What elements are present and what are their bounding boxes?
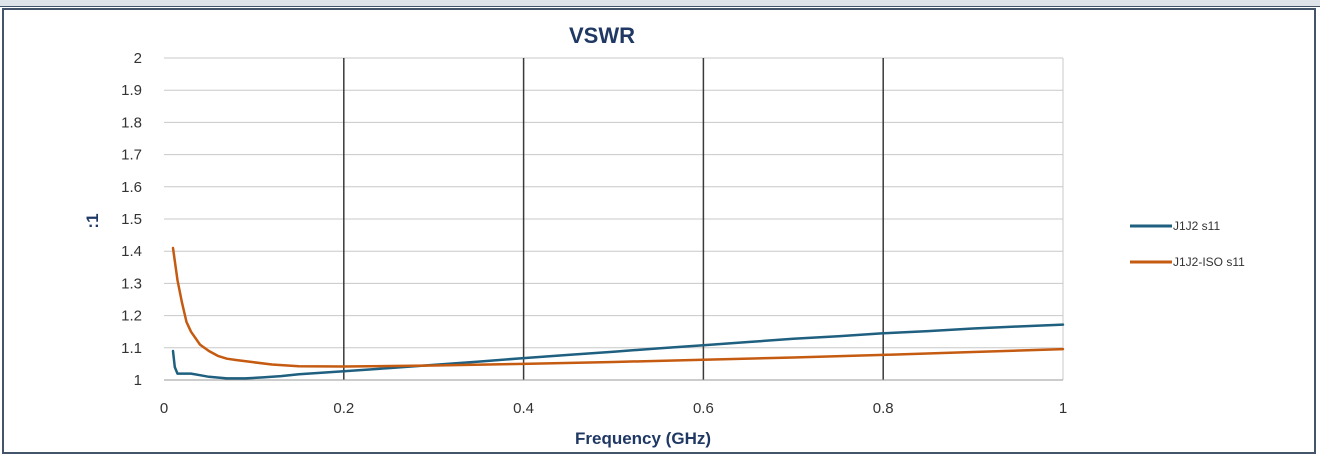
y-tick-label: 1.4 bbox=[121, 243, 142, 260]
y-tick-labels: 1 1.1 1.2 1.3 1.4 1.5 1.6 1.7 1.8 1.9 2 bbox=[121, 50, 142, 389]
y-tick-label: 1.1 bbox=[121, 340, 142, 357]
series-line-1 bbox=[171, 323, 1065, 380]
x-tick-label: 0.6 bbox=[693, 400, 714, 417]
y-tick-label: 1.8 bbox=[121, 114, 142, 131]
y-tick-label: 1.7 bbox=[121, 147, 142, 164]
x-axis-title: Frequency (GHz) bbox=[575, 429, 711, 448]
x-tick-label: 0.4 bbox=[513, 400, 534, 417]
y-axis-title: :1 bbox=[83, 213, 102, 228]
y-tick-label: 2 bbox=[134, 50, 142, 67]
chart-title: VSWR bbox=[569, 23, 635, 48]
x-tick-labels: 0 0.2 0.4 0.6 0.8 1 bbox=[160, 400, 1067, 417]
x-tick-label: 0 bbox=[160, 400, 168, 417]
y-tick-label: 1.6 bbox=[121, 179, 142, 196]
y-tick-label: 1 bbox=[134, 372, 142, 389]
legend: J1J2 s11 J1J2-ISO s11 bbox=[1130, 219, 1245, 269]
y-tick-label: 1.9 bbox=[121, 82, 142, 99]
legend-label: J1J2 s11 bbox=[1173, 219, 1220, 233]
x-tick-label: 0.2 bbox=[333, 400, 354, 417]
top-strip bbox=[0, 0, 1320, 7]
y-tick-label: 1.2 bbox=[121, 308, 142, 325]
y-tick-label: 1.5 bbox=[121, 211, 142, 228]
series-lines bbox=[171, 246, 1065, 380]
x-tick-label: 1 bbox=[1059, 400, 1067, 417]
legend-label: J1J2-ISO s11 bbox=[1173, 255, 1245, 269]
series-line-2 bbox=[171, 246, 1065, 368]
vertical-gridlines bbox=[343, 58, 1064, 380]
x-tick-label: 0.8 bbox=[873, 400, 894, 417]
horizontal-gridlines bbox=[164, 57, 1063, 349]
y-tick-label: 1.3 bbox=[121, 275, 142, 292]
